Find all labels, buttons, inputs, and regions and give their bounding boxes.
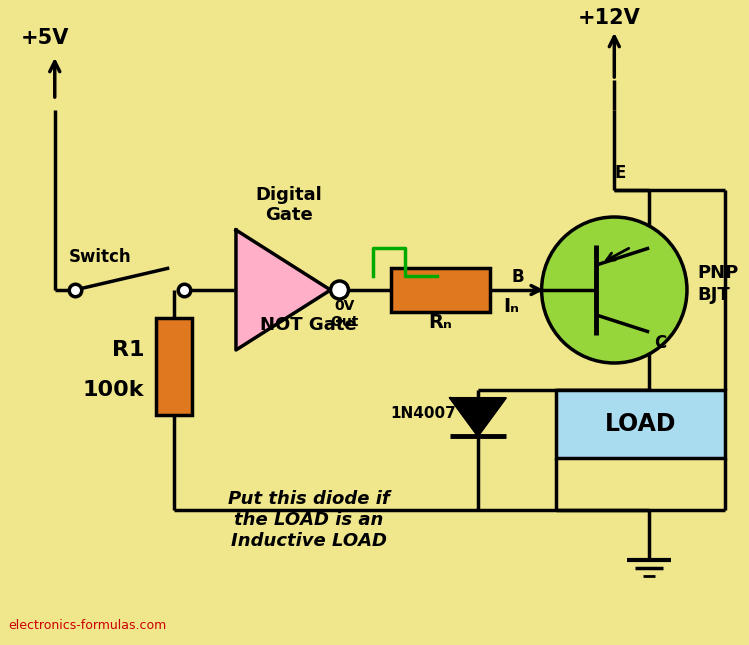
Text: Iₙ: Iₙ bbox=[503, 297, 519, 316]
Text: B: B bbox=[511, 268, 524, 286]
Text: 0V: 0V bbox=[334, 299, 355, 313]
Text: Digital: Digital bbox=[255, 186, 322, 204]
Text: NOT Gate: NOT Gate bbox=[261, 316, 357, 334]
Text: E: E bbox=[614, 164, 625, 182]
Text: Out: Out bbox=[330, 315, 359, 329]
FancyBboxPatch shape bbox=[157, 318, 192, 415]
Text: +12V: +12V bbox=[578, 8, 640, 28]
Polygon shape bbox=[450, 398, 506, 436]
Text: electronics-formulas.com: electronics-formulas.com bbox=[8, 619, 166, 632]
Text: PNP: PNP bbox=[697, 264, 739, 282]
Text: +5V: +5V bbox=[21, 28, 69, 48]
Text: BJT: BJT bbox=[697, 286, 730, 304]
Text: Rₙ: Rₙ bbox=[428, 313, 452, 332]
FancyBboxPatch shape bbox=[391, 268, 490, 312]
FancyBboxPatch shape bbox=[556, 390, 725, 458]
Text: 1N4007: 1N4007 bbox=[390, 406, 456, 421]
Text: Gate: Gate bbox=[265, 206, 312, 224]
Polygon shape bbox=[236, 230, 330, 350]
Text: C: C bbox=[654, 334, 667, 352]
Text: Put this diode if
the LOAD is an
Inductive LOAD: Put this diode if the LOAD is an Inducti… bbox=[228, 490, 389, 550]
Text: LOAD: LOAD bbox=[604, 412, 676, 436]
Circle shape bbox=[542, 217, 687, 363]
Text: 100k: 100k bbox=[83, 380, 145, 400]
Text: Switch: Switch bbox=[68, 248, 131, 266]
Text: R1: R1 bbox=[112, 340, 145, 360]
Circle shape bbox=[330, 281, 348, 299]
